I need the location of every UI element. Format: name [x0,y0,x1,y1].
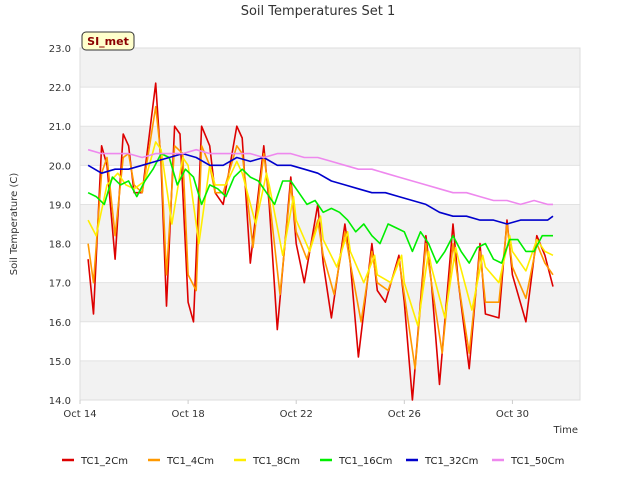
y-tick-label: 22.0 [49,83,71,94]
legend-label: TC1_16Cm [338,456,392,467]
plot-band [80,360,580,400]
y-tick-label: 17.0 [49,279,71,290]
series-line-tc1-8cm [87,141,554,327]
y-tick-label: 16.0 [49,318,71,329]
y-tick-label: 18.0 [49,240,71,251]
legend-label: TC1_32Cm [424,456,478,467]
y-tick-label: 19.0 [49,200,71,211]
site-badge-box [81,31,135,51]
plot-band [80,282,580,322]
x-tick-label: Oct 22 [280,409,313,420]
y-axis-title: Soil Temperature (C) [9,173,20,276]
legend-label: TC1_2Cm [80,456,128,467]
x-axis-title: Time [553,425,578,436]
x-tick-label: Oct 18 [172,409,205,420]
y-tick-label: 15.0 [49,357,71,368]
series-line-tc1-32cm [87,152,554,225]
y-tick-label: 23.0 [49,44,71,55]
plot-band [80,48,580,88]
series-line-tc1-50cm [87,148,553,206]
series-lines [87,82,554,401]
legend: TC1_2Cm TC1_4Cm TC1_8Cm TC1_16Cm TC1_32Cm TC1… [62,456,564,467]
x-tick-label: Oct 14 [63,409,96,420]
y-tick-label: 14.0 [49,396,71,407]
series-line-tc1-4cm [87,105,554,370]
x-axis-ticks: Oct 14 Oct 18 Oct 22 Oct 26 Oct 30 [63,400,529,420]
legend-label: TC1_50Cm [510,456,564,467]
series-line-tc1-2cm [87,82,554,401]
legend-label: TC1_8Cm [252,456,300,467]
site-badge: SI_met [81,31,135,51]
x-tick-label: Oct 30 [496,409,529,420]
legend-label: TC1_4Cm [166,456,214,467]
site-badge-label: SI_met [87,35,129,48]
y-tick-label: 21.0 [49,122,71,133]
y-axis-ticks: 14.0 15.0 16.0 17.0 18.0 19.0 20.0 21.0 22.0 23.0 [49,44,71,407]
y-tick-label: 20.0 [49,161,71,172]
series-line-tc1-16cm [87,152,553,264]
plot-frame [79,47,581,401]
chart-title: Soil Temperatures Set 1 [241,4,396,19]
x-tick-label: Oct 26 [388,409,421,420]
